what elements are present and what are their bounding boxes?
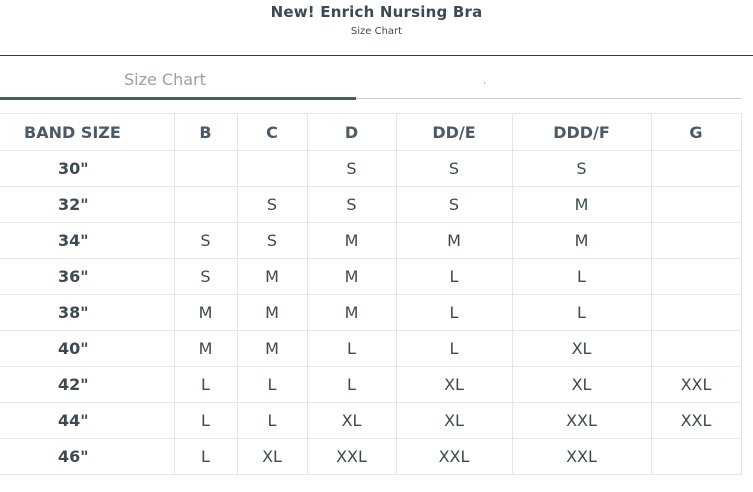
size-cell: [236, 150, 308, 187]
size-cell: M: [511, 222, 652, 259]
active-tab-indicator: [0, 97, 356, 100]
size-cell: [650, 438, 742, 475]
size-cell: S: [236, 222, 308, 259]
size-cell: XL: [306, 402, 397, 439]
table-row: 44" L L XL XL XXL XXL: [0, 402, 742, 439]
column-header-d: D: [306, 113, 397, 151]
table-row: 42" L L L XL XL XXL: [0, 366, 742, 403]
table-row: 34" S S M M M: [0, 222, 742, 259]
band-size-cell: 32": [0, 186, 175, 223]
size-cell: L: [173, 438, 238, 475]
size-cell: [650, 294, 742, 331]
size-cell: M: [236, 330, 308, 367]
size-cell: M: [236, 294, 308, 331]
size-cell: XXL: [650, 366, 742, 403]
table-row: 36" S M M L L: [0, 258, 742, 295]
column-header-g: G: [650, 113, 742, 151]
size-cell: M: [173, 330, 238, 367]
size-cell: S: [395, 150, 513, 187]
size-cell: [650, 150, 742, 187]
size-cell: [173, 150, 238, 187]
size-cell: L: [511, 258, 652, 295]
size-cell: L: [395, 330, 513, 367]
tab-divider: [0, 98, 741, 99]
size-cell: XXL: [306, 438, 397, 475]
band-size-cell: 40": [0, 330, 175, 367]
size-cell: [650, 186, 742, 223]
size-cell: L: [236, 366, 308, 403]
size-cell: [650, 330, 742, 367]
size-cell: S: [236, 186, 308, 223]
size-cell: [173, 186, 238, 223]
band-size-cell: 30": [0, 150, 175, 187]
size-chart-table: BAND SIZE B C D DD/E DDD/F G 30" S S S 3…: [0, 113, 742, 475]
band-size-cell: 44": [0, 402, 175, 439]
size-cell: XL: [395, 366, 513, 403]
table-row: 30" S S S: [0, 150, 742, 187]
table-row: 32" S S S M: [0, 186, 742, 223]
tab-secondary[interactable]: [356, 56, 741, 98]
table-row: 38" M M M L L: [0, 294, 742, 331]
size-cell: XXL: [511, 402, 652, 439]
size-cell: L: [511, 294, 652, 331]
size-cell: L: [395, 258, 513, 295]
table-row: 40" M M L L XL: [0, 330, 742, 367]
table-row: 46" L XL XXL XXL XXL: [0, 438, 742, 475]
size-cell: L: [306, 330, 397, 367]
column-header-ddd-f: DDD/F: [511, 113, 652, 151]
tab-bar: Size Chart: [0, 56, 741, 100]
page-title: New! Enrich Nursing Bra: [270, 3, 483, 21]
table-header-row: BAND SIZE B C D DD/E DDD/F G: [0, 113, 742, 151]
size-cell: M: [236, 258, 308, 295]
size-cell: M: [306, 222, 397, 259]
band-size-cell: 42": [0, 366, 175, 403]
size-cell: L: [306, 366, 397, 403]
tab-secondary-mark: [484, 82, 485, 84]
size-cell: XXL: [650, 402, 742, 439]
tab-size-chart-label: Size Chart: [124, 70, 206, 89]
size-cell: S: [306, 186, 397, 223]
size-cell: L: [236, 402, 308, 439]
size-cell: L: [173, 366, 238, 403]
size-cell: XL: [395, 402, 513, 439]
column-header-band-size: BAND SIZE: [0, 113, 175, 151]
size-cell: XL: [511, 330, 652, 367]
size-cell: S: [395, 186, 513, 223]
size-cell: XL: [236, 438, 308, 475]
tab-size-chart[interactable]: Size Chart: [0, 56, 356, 100]
band-size-cell: 36": [0, 258, 175, 295]
column-header-b: B: [173, 113, 238, 151]
size-cell: XL: [511, 366, 652, 403]
size-cell: S: [306, 150, 397, 187]
size-cell: M: [173, 294, 238, 331]
size-cell: S: [173, 222, 238, 259]
size-cell: L: [173, 402, 238, 439]
size-cell: S: [511, 150, 652, 187]
size-cell: M: [511, 186, 652, 223]
size-cell: XXL: [511, 438, 652, 475]
band-size-cell: 34": [0, 222, 175, 259]
size-cell: M: [306, 258, 397, 295]
page-header: New! Enrich Nursing Bra Size Chart: [0, 0, 753, 56]
size-cell: XXL: [395, 438, 513, 475]
column-header-dd-e: DD/E: [395, 113, 513, 151]
size-cell: [650, 258, 742, 295]
size-cell: [650, 222, 742, 259]
size-cell: L: [395, 294, 513, 331]
size-cell: M: [395, 222, 513, 259]
band-size-cell: 46": [0, 438, 175, 475]
size-cell: S: [173, 258, 238, 295]
band-size-cell: 38": [0, 294, 175, 331]
page-subtitle: Size Chart: [350, 26, 403, 37]
size-cell: M: [306, 294, 397, 331]
column-header-c: C: [236, 113, 308, 151]
